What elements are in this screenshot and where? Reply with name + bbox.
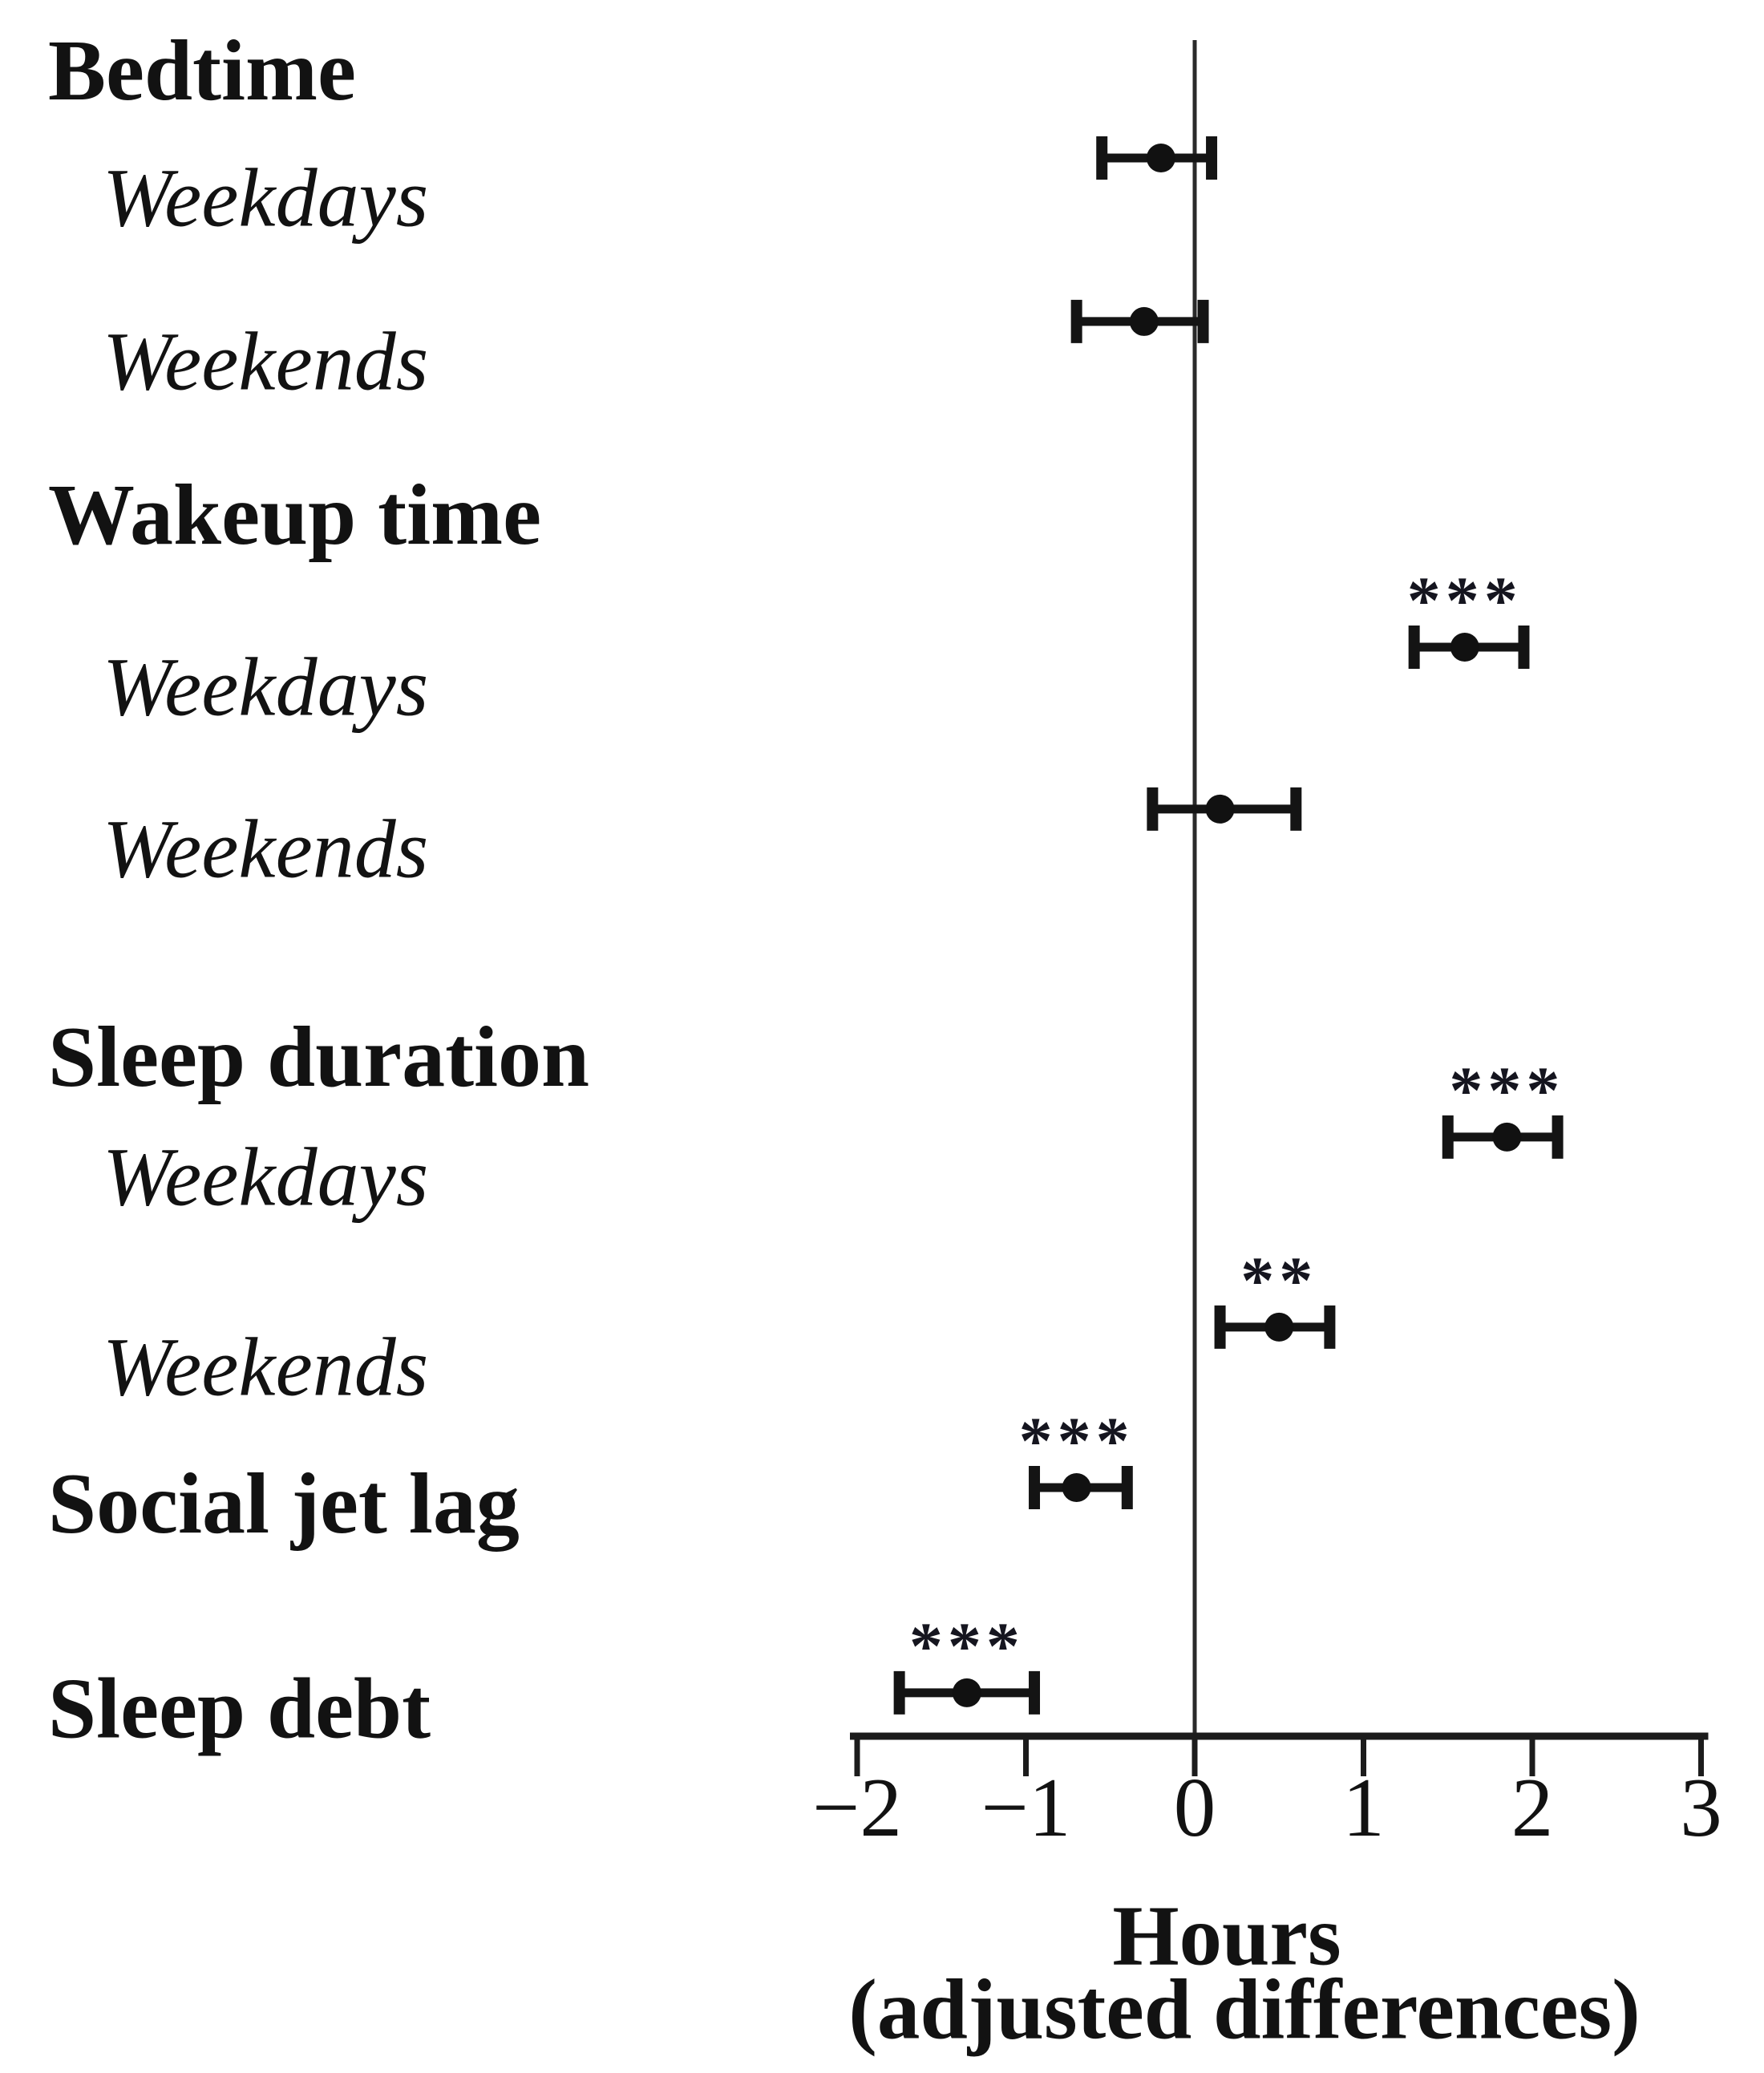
point-estimate — [1205, 794, 1235, 824]
significance-stars: ** — [1240, 1243, 1317, 1318]
significance-stars: *** — [909, 1609, 1025, 1683]
point-estimate — [1264, 1312, 1294, 1342]
point-estimate — [952, 1678, 981, 1707]
significance-stars: *** — [1019, 1403, 1135, 1478]
row-header-label: Bedtime — [48, 23, 356, 119]
x-tick-label: 2 — [1511, 1760, 1554, 1854]
point-estimate — [1146, 143, 1175, 172]
x-tick-label: 1 — [1342, 1760, 1385, 1854]
row-label: Social jet lag — [48, 1456, 520, 1552]
row-label: Weekdays — [103, 152, 428, 244]
row-label: Weekends — [103, 1321, 428, 1413]
row-label: Weekdays — [103, 1131, 428, 1223]
significance-stars: *** — [1449, 1053, 1564, 1128]
row-label: Weekends — [103, 803, 428, 895]
significance-stars: *** — [1407, 563, 1523, 638]
x-tick-label: −2 — [812, 1760, 902, 1854]
point-estimate — [1129, 306, 1159, 336]
row-header-label: Wakeup time — [48, 468, 541, 563]
point-estimate — [1492, 1122, 1522, 1152]
point-estimate — [1450, 633, 1479, 662]
row-label: Weekends — [103, 315, 428, 407]
x-tick-label: 0 — [1174, 1760, 1216, 1854]
x-tick-label: 3 — [1680, 1760, 1722, 1854]
axis-titles: Hours (adjusted differences) — [848, 1889, 1641, 2057]
x-axis-title-line1: Hours — [1112, 1889, 1341, 1983]
row-header-label: Sleep duration — [48, 1010, 589, 1105]
row-label: Sleep debt — [48, 1662, 431, 1757]
x-axis-title-line2: (adjusted differences) — [848, 1962, 1641, 2057]
row-label: Weekdays — [103, 641, 428, 733]
point-estimate — [1062, 1472, 1091, 1502]
x-tick-label: −1 — [981, 1760, 1071, 1854]
